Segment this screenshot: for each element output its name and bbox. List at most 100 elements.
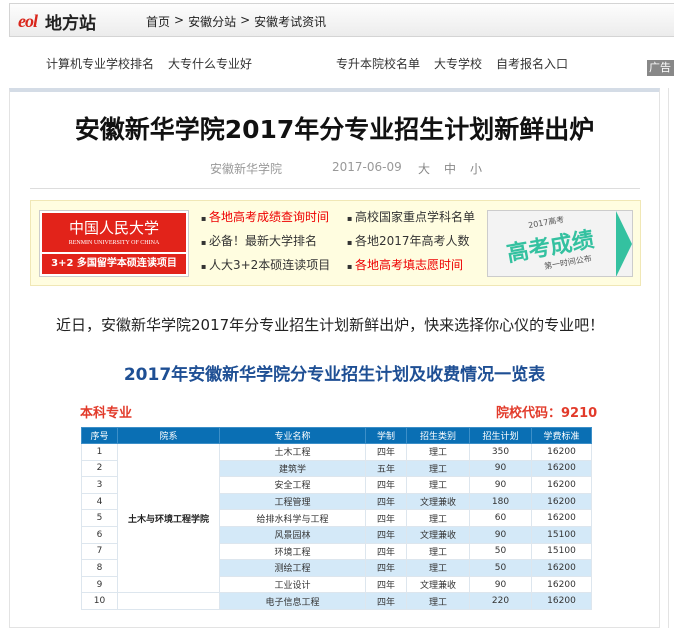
cell-years: 四年: [365, 575, 407, 594]
promo-link[interactable]: 高校国家重点学科名单: [347, 209, 493, 227]
school-code: 院校代码：9210: [496, 406, 598, 421]
promo-link[interactable]: 各地高考成绩查询时间: [201, 209, 347, 227]
gaokao-banner[interactable]: 2017高考 高考成绩 第一时间公布: [487, 210, 633, 277]
cell-plan: 90: [469, 459, 532, 478]
enrollment-table: 序号 院系 专业名称 学制 招生类别 招生计划 学费标准 1 土木与环境工程学院土…: [81, 427, 592, 610]
breadcrumb-home[interactable]: 首页: [146, 15, 171, 29]
cell-years: 四年: [365, 559, 407, 577]
divider: [30, 188, 640, 189]
col-header: 招生计划: [469, 427, 532, 444]
cell-type: 理工: [406, 559, 470, 577]
article-date: 2017-06-09: [332, 160, 402, 174]
article-source: 安徽新华学院: [210, 162, 283, 176]
renda-title: 中国人民大学: [68, 221, 159, 237]
cell-type: 理工: [406, 542, 470, 561]
cell-plan: 90: [469, 525, 532, 544]
cell-index: 3: [81, 476, 118, 494]
nav-link[interactable]: 计算机专业学校排名: [46, 57, 155, 71]
cell-major: 给排水科学与工程: [219, 509, 366, 527]
cell-type: 理工: [406, 592, 470, 610]
cell-fee: 16200: [531, 492, 592, 511]
article-title: 安徽新华学院2017年分专业招生计划新鲜出炉: [74, 115, 595, 144]
nav-link[interactable]: 自考报名入口: [496, 57, 569, 71]
table-row: 6 风景园林 四年 文理兼收 90 15100: [81, 525, 592, 544]
nav-right: 专升本院校名单 大专学校 自考报名入口: [336, 55, 568, 72]
cell-plan: 60: [469, 509, 532, 527]
table-row: 1 土木与环境工程学院 土木工程 四年 理工 350 16200: [81, 442, 592, 594]
font-size-large[interactable]: 大: [418, 162, 431, 176]
cell-major: 测绘工程: [219, 559, 366, 577]
col-header: 序号: [81, 427, 118, 444]
nav-link[interactable]: 专升本院校名单: [336, 57, 421, 71]
cell-major: 工业设计: [219, 575, 366, 594]
renda-en: RENMIN UNIVERSITY OF CHINA: [68, 240, 160, 246]
cell-fee: 15100: [531, 525, 592, 544]
cell-type: 文理兼收: [406, 575, 470, 594]
cell-type: 文理兼收: [406, 525, 470, 544]
cell-index: 7: [81, 542, 118, 561]
cell-major: 土木工程: [219, 443, 366, 461]
ad-label: 广告: [647, 60, 674, 76]
promo-link[interactable]: 人大3+2本硕连读项目: [201, 257, 347, 275]
renda-program: 3+2 多国留学本硕连读项目: [42, 254, 186, 274]
cell-index: 6: [81, 525, 118, 544]
table-row: 8 测绘工程 四年 理工 50 16200: [81, 559, 592, 577]
cell-plan: 50: [469, 542, 532, 561]
cell-type: 理工: [406, 476, 470, 494]
cell-department: 土木与环境工程学院: [117, 442, 220, 594]
logo[interactable]: eol 地方站: [18, 9, 96, 34]
cell-plan: 90: [469, 575, 532, 594]
cell-type: 理工: [406, 459, 470, 478]
chevron-right-icon: >: [174, 13, 185, 27]
cell-plan: 220: [469, 592, 532, 610]
cell-plan: 90: [469, 476, 532, 494]
cell-index: 2: [81, 459, 118, 478]
cell-plan: 350: [469, 443, 532, 461]
cell-fee: 16200: [531, 575, 592, 594]
cell-index: 10: [81, 592, 118, 610]
promo-link[interactable]: 各地高考填志愿时间: [347, 257, 493, 275]
promo-box: 中国人民大学 RENMIN UNIVERSITY OF CHINA 3+2 多国留…: [30, 200, 641, 286]
cell-index: 9: [81, 575, 118, 594]
table-row: 2 建筑学 五年 理工 90 16200: [81, 459, 592, 478]
cell-years: 四年: [365, 509, 407, 527]
cell-index: 1: [81, 443, 118, 461]
article-meta: 安徽新华学院 2017-06-09 大 中 小: [210, 160, 496, 177]
cell-type: 文理兼收: [406, 492, 470, 511]
cell-fee: 16200: [531, 443, 592, 461]
cell-years: 四年: [365, 492, 407, 511]
promo-link[interactable]: 各地2017年高考人数: [347, 233, 493, 251]
cell-plan: 180: [469, 492, 532, 511]
table-category: 本科专业: [80, 406, 133, 421]
col-header: 招生类别: [406, 427, 470, 444]
cell-major: 电子信息工程: [219, 592, 366, 610]
cell-type: 理工: [406, 509, 470, 527]
eol-logo: eol: [18, 11, 38, 31]
cell-fee: 15100: [531, 542, 592, 561]
cell-years: 四年: [365, 542, 407, 561]
table-row: 4 工程管理 四年 文理兼收 180 16200: [81, 492, 592, 511]
renda-banner[interactable]: 中国人民大学 RENMIN UNIVERSITY OF CHINA 3+2 多国留…: [39, 210, 189, 277]
cell-index: 8: [81, 559, 118, 577]
col-header: 学制: [365, 427, 407, 444]
cell-fee: 16200: [531, 559, 592, 577]
table-header: 序号 院系 专业名称 学制 招生类别 招生计划 学费标准: [81, 427, 592, 444]
arrow-right-icon: [616, 211, 632, 276]
cell-major: 安全工程: [219, 476, 366, 494]
breadcrumb-news[interactable]: 安徽考试资讯: [254, 15, 327, 29]
breadcrumb-anhui[interactable]: 安徽分站: [188, 15, 237, 29]
table-row: 10 电子信息工程 四年 理工 220 16200: [81, 592, 592, 610]
table-row: 3 安全工程 四年 理工 90 16200: [81, 476, 592, 494]
nav-link[interactable]: 大专学校: [434, 57, 483, 71]
cell-plan: 50: [469, 559, 532, 577]
font-size-medium[interactable]: 中: [444, 162, 457, 176]
nav-link[interactable]: 大专什么专业好: [168, 57, 253, 71]
article: 安徽新华学院2017年分专业招生计划新鲜出炉 安徽新华学院 2017-06-09…: [9, 88, 660, 628]
promo-link[interactable]: 必备！最新大学排名: [201, 233, 347, 251]
font-size-small[interactable]: 小: [470, 162, 483, 176]
cell-index: 5: [81, 509, 118, 527]
cell-fee: 16200: [531, 476, 592, 494]
col-header: 院系: [117, 427, 220, 444]
cell-years: 四年: [365, 476, 407, 494]
site-name: 地方站: [45, 14, 96, 34]
